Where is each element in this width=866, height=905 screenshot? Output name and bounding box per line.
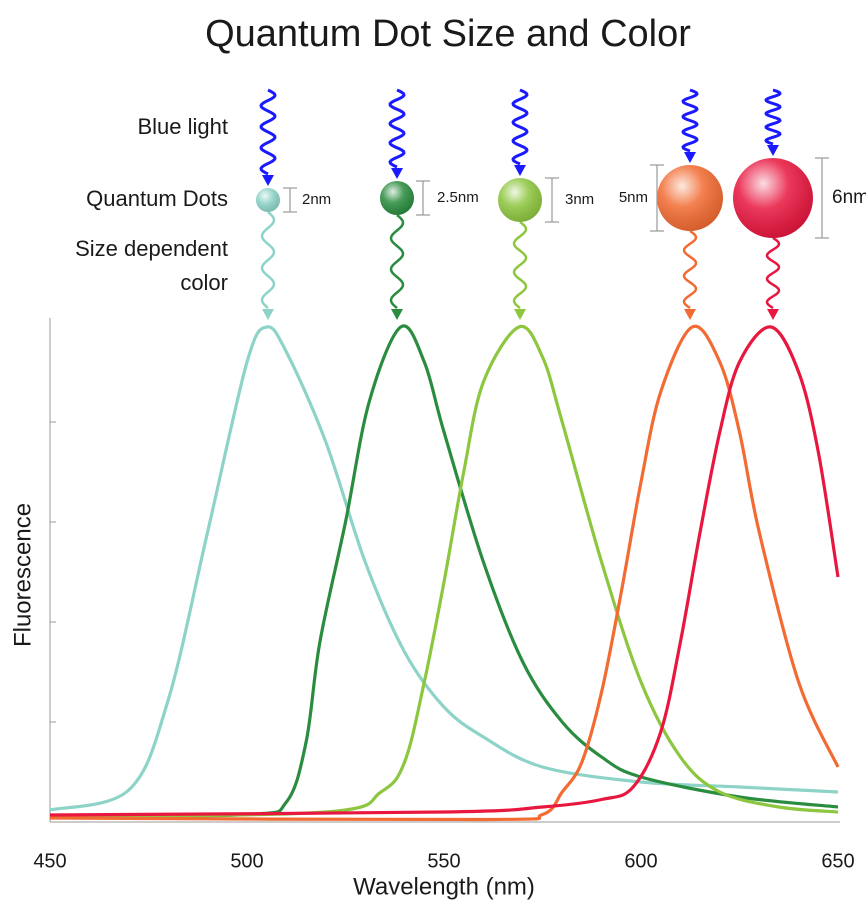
quantum-dot-shine bbox=[380, 181, 414, 215]
x-tick-label: 650 bbox=[821, 850, 854, 872]
size-label: 6nm bbox=[832, 187, 866, 208]
size-label: 2.5nm bbox=[437, 189, 479, 206]
excitation-arrowhead bbox=[391, 168, 403, 179]
emission-wave bbox=[514, 222, 526, 308]
chart: Quantum Dot Size and Color Blue light Qu… bbox=[0, 0, 866, 905]
emission-wave bbox=[262, 212, 274, 308]
emission-wave bbox=[767, 238, 779, 308]
x-axis-label: Wavelength (nm) bbox=[353, 873, 535, 900]
row-label: Quantum Dots bbox=[86, 186, 228, 211]
emission-arrowhead bbox=[684, 309, 696, 320]
excitation-wave bbox=[683, 90, 697, 151]
size-label: 2nm bbox=[302, 191, 331, 208]
excitation-wave bbox=[766, 90, 780, 144]
quantum-dot-shine bbox=[733, 158, 813, 238]
row-label: Size dependent bbox=[75, 236, 228, 261]
x-tick-label: 450 bbox=[33, 850, 66, 872]
quantum-dot-shine bbox=[498, 178, 542, 222]
series-line bbox=[50, 326, 838, 817]
x-tick-label: 550 bbox=[427, 850, 460, 872]
size-label: 5nm bbox=[619, 189, 648, 206]
emission-wave bbox=[684, 231, 696, 308]
row-label: Blue light bbox=[137, 114, 228, 139]
y-axis-label: Fluorescence bbox=[9, 503, 36, 647]
excitation-arrowhead bbox=[262, 175, 274, 186]
excitation-wave bbox=[513, 90, 527, 164]
emission-arrowhead bbox=[391, 309, 403, 320]
excitation-arrowhead bbox=[767, 145, 779, 156]
x-tick-label: 500 bbox=[230, 850, 263, 872]
excitation-wave bbox=[390, 90, 404, 167]
excitation-arrowhead bbox=[684, 152, 696, 163]
chart-title: Quantum Dot Size and Color bbox=[205, 13, 691, 55]
row-label: color bbox=[180, 270, 228, 295]
page: Quantum Dot Size and Color Blue light Qu… bbox=[0, 0, 866, 905]
series-line bbox=[50, 326, 838, 819]
emission-wave bbox=[391, 215, 403, 308]
emission-arrowhead bbox=[767, 309, 779, 320]
quantum-dot-shine bbox=[256, 188, 280, 212]
emission-arrowhead bbox=[262, 309, 274, 320]
x-tick-label: 600 bbox=[624, 850, 657, 872]
series-line bbox=[50, 326, 838, 817]
series-line bbox=[50, 327, 838, 810]
size-label: 3nm bbox=[565, 191, 594, 208]
quantum-dot-shine bbox=[657, 165, 723, 231]
excitation-wave bbox=[261, 90, 275, 174]
excitation-arrowhead bbox=[514, 165, 526, 176]
series-line bbox=[50, 327, 838, 815]
emission-arrowhead bbox=[514, 309, 526, 320]
